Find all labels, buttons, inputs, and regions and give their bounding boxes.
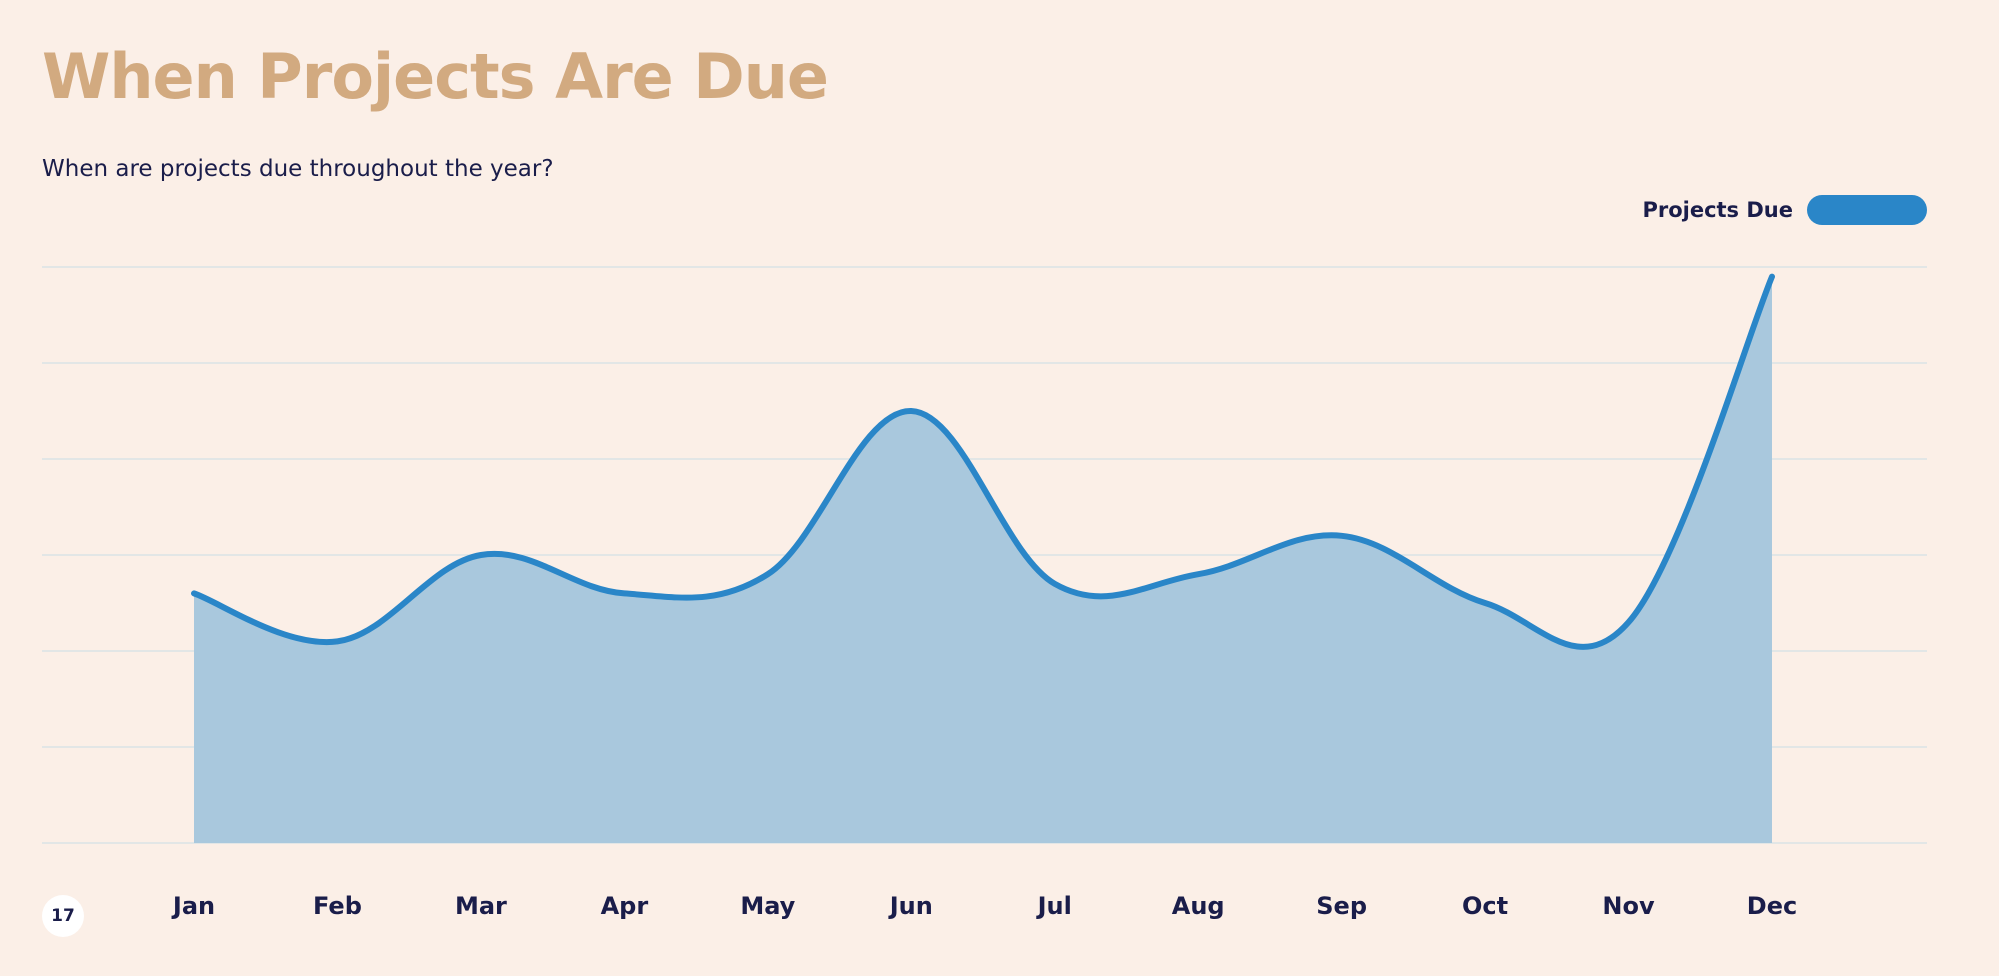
x-tick-label: Jul: [1036, 892, 1072, 920]
legend-swatch: [1807, 195, 1927, 225]
x-tick-label: Oct: [1462, 892, 1508, 920]
legend-label: Projects Due: [1642, 198, 1793, 222]
x-tick-label: Apr: [601, 892, 649, 920]
page-number: 17: [42, 895, 84, 937]
series-line-projects-due: [191, 273, 1775, 650]
series-area-projects-due: [194, 276, 1772, 844]
x-tick-label: Jun: [888, 892, 933, 920]
x-tick-label: Jan: [171, 892, 215, 920]
x-tick-label: Mar: [455, 892, 507, 920]
x-tick-label: Feb: [313, 892, 362, 920]
x-tick-label: May: [740, 892, 795, 920]
x-axis-labels: Jan Feb Mar Apr May Jun Jul Aug Sep Oct Nov Dec: [171, 892, 1797, 920]
x-tick-label: Dec: [1747, 892, 1797, 920]
legend: Projects Due: [1642, 195, 1927, 225]
x-tick-label: Sep: [1316, 892, 1367, 920]
x-tick-label: Nov: [1602, 892, 1655, 920]
chart-title: When Projects Are Due: [42, 40, 829, 113]
chart-subtitle: When are projects due throughout the yea…: [42, 156, 554, 182]
x-tick-label: Aug: [1172, 892, 1225, 920]
